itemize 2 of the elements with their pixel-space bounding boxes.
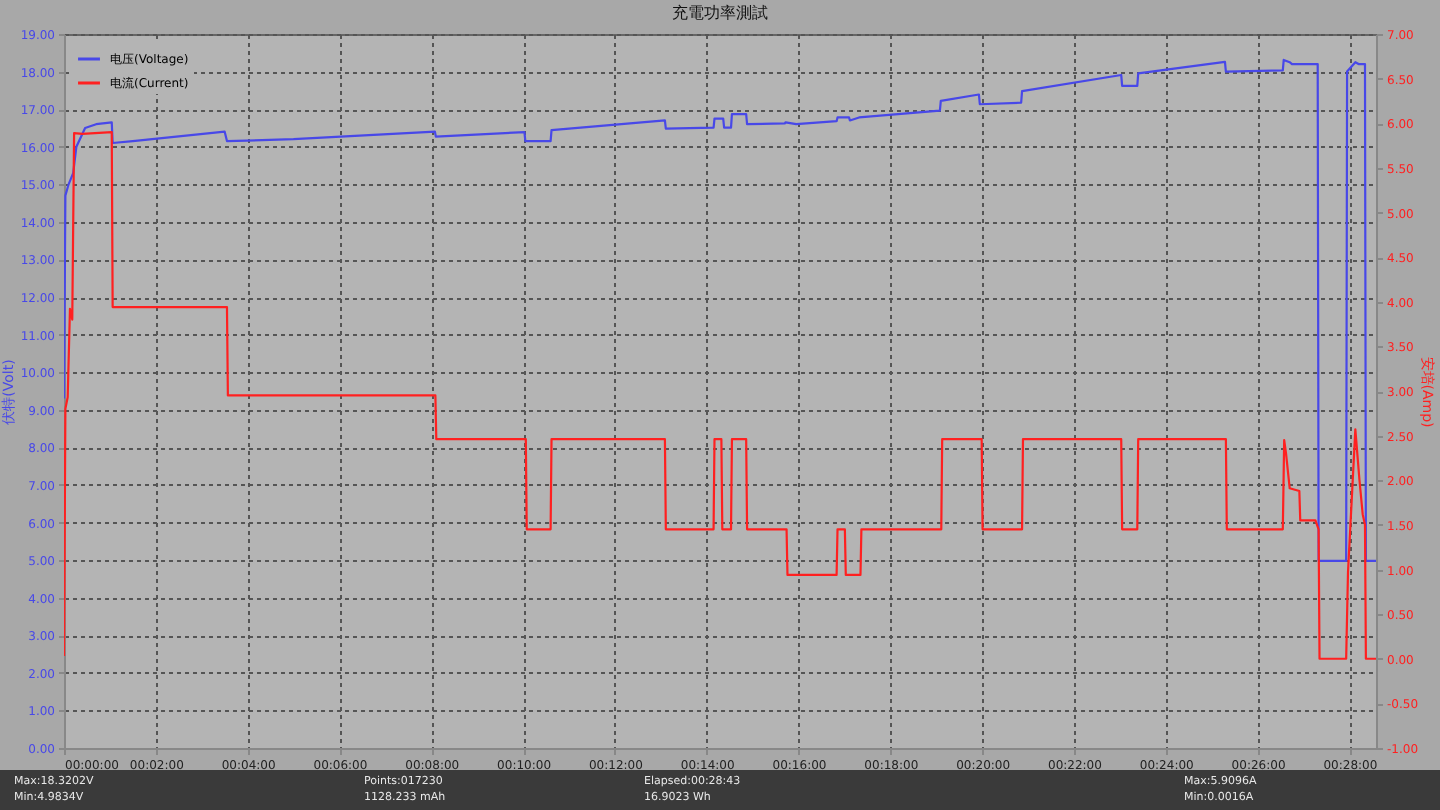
chart-title: 充電功率測試	[672, 4, 768, 22]
line-series	[64, 131, 1376, 660]
